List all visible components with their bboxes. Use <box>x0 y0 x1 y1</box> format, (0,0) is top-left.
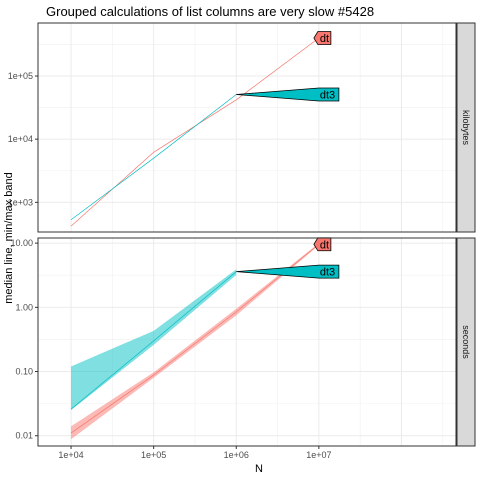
panel-1-label-dt: dt <box>320 33 329 45</box>
panel-2-label-dt3: dt3 <box>320 267 335 279</box>
panel-2-label-box-dt3 <box>236 264 340 279</box>
panel-2: dt dt3 seconds 0.01 0.10 1.00 10.00 <box>10 237 476 447</box>
y-axis-title: median line, min/max band <box>3 172 15 303</box>
panel-1-strip-label: kilobytes <box>461 110 471 146</box>
panel-2-label-box-dt <box>313 237 332 252</box>
panels: dt dt3 kilobytes 1e+03 1e+04 1e+05 dt dt3 second… <box>8 22 476 460</box>
panel-1-border <box>37 22 457 233</box>
chart-title: Grouped calculations of list columns are… <box>46 4 374 19</box>
panel-2-label-dt: dt <box>320 239 329 251</box>
panel-1-label-box-dt3 <box>236 87 340 102</box>
panel-2-y-tick-label: 0.10 <box>15 367 33 377</box>
panel-1-line-dt3 <box>70 94 237 221</box>
panel-2-strip <box>456 237 476 447</box>
panel-2-y-tick-label: 0.01 <box>15 431 33 441</box>
panel-2-y-tick-label: 10.00 <box>10 238 33 248</box>
x-axis-title: N <box>255 463 263 475</box>
panel-2-strip-label: seconds <box>461 325 471 359</box>
panel-1: dt dt3 kilobytes 1e+03 1e+04 1e+05 <box>8 22 476 233</box>
panel-1-y-tick-label: 1e+03 <box>8 197 33 207</box>
panel-2-line-dt <box>70 244 320 434</box>
panel-2-band-dt <box>71 243 319 440</box>
panel-1-strip <box>456 22 476 233</box>
x-tick-label: 1e+06 <box>224 450 249 460</box>
panel-1-y-tick-label: 1e+04 <box>8 134 33 144</box>
x-tick-label: 1e+04 <box>58 450 83 460</box>
panel-2-y-tick-label: 1.00 <box>15 302 33 312</box>
x-tick-label: 1e+07 <box>306 450 331 460</box>
panel-2-border <box>37 237 457 447</box>
panel-2-line-dt3 <box>70 271 237 410</box>
panel-1-y-tick-label: 1e+05 <box>8 71 33 81</box>
x-tick-label: 1e+05 <box>141 450 166 460</box>
panel-1-label-box-dt <box>313 31 332 45</box>
panel-1-background <box>38 23 456 232</box>
panel-1-label-dt3: dt3 <box>320 90 335 102</box>
